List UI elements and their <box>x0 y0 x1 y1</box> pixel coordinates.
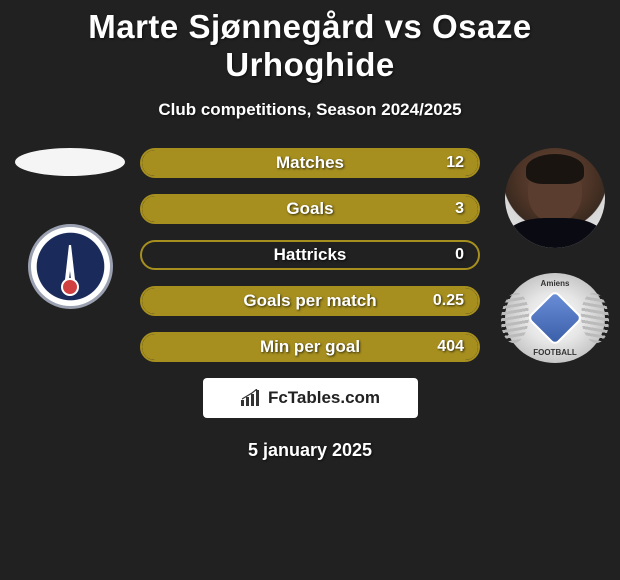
stat-value-right: 0 <box>455 246 464 264</box>
ball-icon <box>61 278 79 296</box>
stat-bars: Matches 12 Goals 3 Hattricks 0 Goals per match… <box>140 148 480 362</box>
stat-label: Min per goal <box>260 337 360 357</box>
stat-label: Goals per match <box>243 291 376 311</box>
subtitle: Club competitions, Season 2024/2025 <box>0 100 620 120</box>
right-player-photo <box>505 148 605 248</box>
stat-row: Goals per match 0.25 <box>140 286 480 316</box>
stat-row: Matches 12 <box>140 148 480 178</box>
left-player-photo-placeholder <box>15 148 125 176</box>
left-player-column <box>10 148 130 309</box>
stat-bar-outer: Min per goal 404 <box>140 332 480 362</box>
stat-value-right: 404 <box>437 338 464 356</box>
right-club-logo: Amiens FOOTBALL <box>505 273 605 363</box>
stat-bar-outer: Hattricks 0 <box>140 240 480 270</box>
stat-label: Matches <box>276 153 344 173</box>
left-club-logo <box>28 224 113 309</box>
page-title: Marte Sjønnegård vs Osaze Urhoghide <box>0 0 620 84</box>
stat-row: Goals 3 <box>140 194 480 224</box>
stat-value-right: 0.25 <box>433 292 464 310</box>
stat-bar-outer: Goals 3 <box>140 194 480 224</box>
amiens-text-bot: FOOTBALL <box>533 348 577 357</box>
brand-box: FcTables.com <box>203 378 418 418</box>
stat-bar-outer: Matches 12 <box>140 148 480 178</box>
bar-chart-icon <box>240 389 262 407</box>
stat-value-right: 12 <box>446 154 464 172</box>
date-label: 5 january 2025 <box>0 440 620 461</box>
amiens-text-top: Amiens <box>541 279 570 288</box>
brand-label: FcTables.com <box>268 388 380 408</box>
stat-row: Hattricks 0 <box>140 240 480 270</box>
stat-row: Min per goal 404 <box>140 332 480 362</box>
stat-label: Hattricks <box>274 245 347 265</box>
stat-value-right: 3 <box>455 200 464 218</box>
stat-bar-outer: Goals per match 0.25 <box>140 286 480 316</box>
right-player-column: Amiens FOOTBALL <box>500 148 610 363</box>
stat-label: Goals <box>286 199 333 219</box>
player-shirt <box>505 218 605 248</box>
comparison-content: Matches 12 Goals 3 Hattricks 0 Goals per match… <box>0 148 620 362</box>
